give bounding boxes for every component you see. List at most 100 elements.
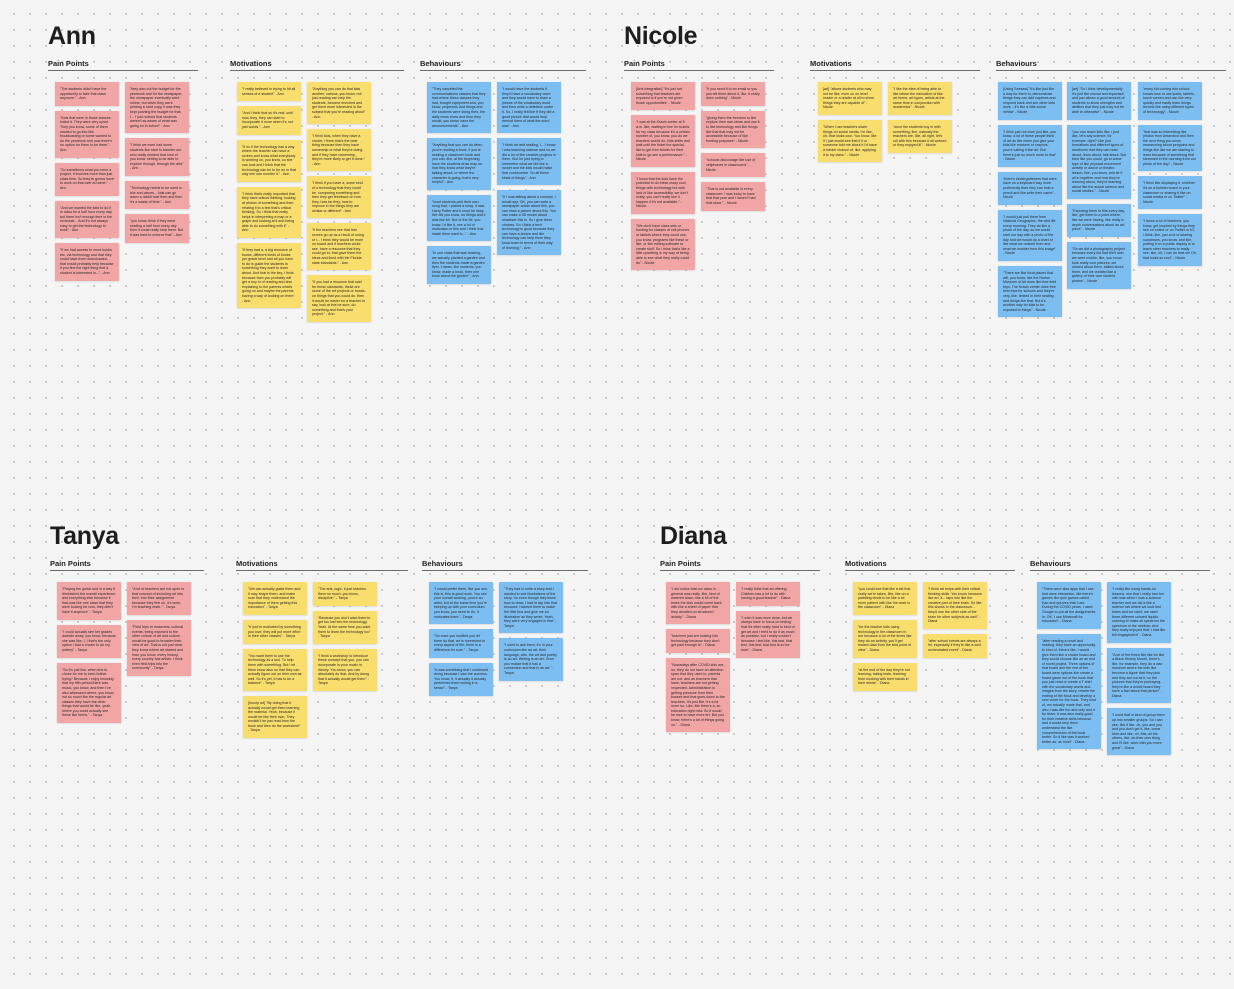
- sticky-note[interactable]: "you could see that like a kid that real…: [853, 582, 917, 615]
- sticky-note[interactable]: "In one class that was reading, we actua…: [427, 246, 491, 284]
- sticky-note[interactable]: "I would have the students if they'd hav…: [497, 82, 561, 134]
- sticky-note[interactable]: "that was so interesting like photos fro…: [1138, 124, 1202, 172]
- sticky-note[interactable]: [Arts Integration] "It's just not someth…: [631, 82, 695, 111]
- sticky-note[interactable]: "So we did a photography project because…: [1067, 241, 1131, 289]
- sticky-note[interactable]: "The arts, logic, it just teaches them s…: [313, 582, 377, 606]
- sticky-note[interactable]: "They had to write a story and I wanted …: [499, 582, 563, 634]
- sticky-note[interactable]: "I would prefer them, like you see, this…: [429, 582, 493, 625]
- sticky-note[interactable]: "there's kindergarteners that were have …: [998, 171, 1062, 205]
- sticky-note[interactable]: "after reading a novel and reading, they…: [1037, 633, 1101, 750]
- sticky-note[interactable]: "You want them to use the technology as …: [243, 648, 307, 691]
- sticky-note[interactable]: "Nowadays after COVID kids are, no, they…: [666, 657, 730, 733]
- sticky-note[interactable]: "I really believed in trying to hit all …: [237, 82, 301, 102]
- sticky-note[interactable]: "There are like local places that will, …: [998, 266, 1062, 318]
- sticky-note[interactable]: "I know a lot of teachers, you know, get…: [1138, 214, 1202, 266]
- note-column: "I really think that art offering Childr…: [736, 582, 800, 658]
- sticky-note[interactable]: "you can teach kids like, I just like, l…: [1067, 124, 1131, 199]
- sticky-note[interactable]: "Anything you can do that kids another, …: [307, 82, 371, 125]
- sticky-note[interactable]: "I could actually see her grades dwindle…: [57, 624, 121, 658]
- sticky-note[interactable]: "If the teachers see that test scores go…: [307, 223, 371, 271]
- sticky-note[interactable]: [Using Seesaw] "It's like just like a wa…: [998, 82, 1062, 120]
- section-divider: [845, 570, 1015, 571]
- section-title: Behaviours: [996, 59, 1037, 68]
- sticky-note[interactable]: "When I use teachers share things on soc…: [818, 119, 882, 163]
- section-divider: [810, 70, 980, 71]
- sticky-note[interactable]: "I like the idea of being able to like i…: [888, 82, 952, 115]
- sticky-note[interactable]: "There were also apps that I use that we…: [1037, 582, 1101, 629]
- sticky-note[interactable]: "at the end of the day they're not learn…: [853, 662, 917, 691]
- section-title: Motivations: [810, 59, 852, 68]
- sticky-note[interactable]: "A lot of teachers are not open to that …: [127, 582, 191, 615]
- sticky-note[interactable]: "The students didn't have the opportunit…: [55, 82, 119, 106]
- note-column: "They had to write a story and I wanted …: [499, 582, 563, 681]
- sticky-note[interactable]: "I would just pull them from National Ge…: [998, 209, 1062, 262]
- sticky-note[interactable]: "after school events are always a hit, e…: [923, 633, 987, 658]
- sticky-note[interactable]: "schools discourage like use of cellphon…: [701, 153, 765, 178]
- sticky-note[interactable]: "We can actually guide them and it may s…: [243, 582, 307, 615]
- sticky-note[interactable]: "I think like displaying it, whether it'…: [1138, 176, 1202, 210]
- sticky-note[interactable]: "So it's just like, when she to chose fo…: [57, 662, 121, 724]
- sticky-note[interactable]: "Anything that you can do when you're re…: [427, 138, 491, 190]
- sticky-note[interactable]: "I was at the Kravis center at 5 a.m. li…: [631, 115, 695, 167]
- sticky-note[interactable]: "they also cut the budget for the yearbo…: [125, 82, 189, 134]
- sticky-note[interactable]: "for the teacher kids using technology i…: [853, 619, 917, 658]
- sticky-note[interactable]: "That is not available in every classroo…: [701, 182, 765, 211]
- sticky-note[interactable]: "If you send it to an email or you just …: [701, 82, 765, 106]
- sticky-note[interactable]: "So once you instilled you let them do t…: [429, 629, 493, 658]
- sticky-note[interactable]: "I think art and reading, I... I know I …: [497, 138, 561, 186]
- sticky-note[interactable]: [art] "So I think developmentally it's j…: [1067, 82, 1131, 120]
- sticky-note[interactable]: "every kid coming into school knows how …: [1138, 82, 1202, 120]
- sticky-note[interactable]: "I think a workshop to introduce these c…: [313, 648, 377, 691]
- sticky-note[interactable]: "If you're motivated by something you lo…: [243, 619, 307, 644]
- section-divider: [624, 70, 774, 71]
- sticky-note[interactable]: "I think that's really important that th…: [237, 186, 301, 239]
- sticky-note[interactable]: "I really think that art offering Childr…: [736, 582, 800, 606]
- sticky-note[interactable]: "I think kids, when they have a choice, …: [307, 129, 371, 172]
- sticky-note[interactable]: "teachers just are looking into technolo…: [666, 629, 730, 653]
- note-column: "I like the idea of being able to like i…: [888, 82, 952, 153]
- sticky-note[interactable]: "Technology needs to be used in bits and…: [125, 180, 189, 210]
- sticky-note[interactable]: "I used that in kind of group them up in…: [1107, 708, 1171, 756]
- sticky-note[interactable]: "Because you don't want them to get too …: [313, 610, 377, 644]
- sticky-note[interactable]: "If I was talking about a concept, I wou…: [497, 190, 561, 256]
- sticky-note[interactable]: "once the students buy in with something…: [888, 119, 952, 153]
- sticky-note[interactable]: [Incorp art] "By doing that it actually …: [243, 695, 307, 739]
- sticky-note[interactable]: "So sometimes what you have a project, i…: [55, 162, 119, 196]
- sticky-note[interactable]: "And I think that so it's real, until no…: [237, 106, 301, 135]
- section-title: Pain Points: [48, 59, 89, 68]
- sticky-note[interactable]: "It was something that I continued doing…: [429, 662, 493, 696]
- sticky-note[interactable]: "And we wanted the kids to do it in clas…: [55, 200, 119, 239]
- section-motivations: Motivations "I really believed in trying …: [230, 59, 404, 489]
- sticky-note[interactable]: "If so if the technology has a way where…: [237, 139, 301, 182]
- sticky-note[interactable]: "giving them the freedom to like explore…: [701, 110, 765, 149]
- sticky-note[interactable]: "If you had a resource that said for the…: [307, 275, 371, 322]
- sticky-note[interactable]: "If they had a, a big resource of books,…: [237, 243, 301, 309]
- section-pain: Pain Points "I did notice that our class …: [660, 559, 820, 989]
- sticky-note[interactable]: "you know, think if they were reading a …: [125, 214, 189, 243]
- sticky-note[interactable]: [art] "allows students who may not be li…: [818, 82, 882, 115]
- sticky-note[interactable]: "I did notice that our class in general …: [666, 582, 730, 625]
- sticky-note[interactable]: "I think if you have a, some kind of a t…: [307, 176, 371, 219]
- sticky-note[interactable]: "Playing the guitar and in a way it dimi…: [57, 582, 121, 620]
- sticky-note[interactable]: "I wish it was more done, but we always …: [736, 610, 800, 658]
- sticky-note[interactable]: "I used to ask them, it's in your curric…: [499, 638, 563, 681]
- sticky-note[interactable]: "I know that the kids have the potential…: [631, 171, 695, 214]
- sticky-note[interactable]: "Exposing them to this every day, like, …: [1067, 203, 1131, 237]
- note-column: [Using Seesaw] "It's like just like a wa…: [998, 82, 1062, 318]
- sticky-note[interactable]: "I really like using hands-on lessons. o…: [1107, 582, 1171, 643]
- sticky-note[interactable]: "I think just not even just like, you kn…: [998, 124, 1062, 167]
- sticky-note[interactable]: "A lot of the times like like for like a…: [1107, 647, 1171, 704]
- sticky-note[interactable]: "I think art helps with their critical t…: [923, 582, 987, 629]
- sticky-note[interactable]: "I think we even had some students like …: [125, 138, 189, 176]
- sticky-note[interactable]: "Field trips to museums, cultural events…: [127, 619, 191, 676]
- note-column: "Anything you can do that kids another, …: [307, 82, 371, 322]
- sticky-note[interactable]: "They canceled the communications classe…: [427, 82, 491, 134]
- section-motivations: Motivations [art] "allows students who ma…: [810, 59, 980, 489]
- sticky-note[interactable]: "most students pick their own song that,…: [427, 194, 491, 242]
- sticky-note[interactable]: "Kids that were in those classes hated i…: [55, 110, 119, 158]
- note-column: [art] "So I think developmentally it's j…: [1067, 82, 1131, 289]
- sticky-note[interactable]: "We don't have class sets or funding for…: [631, 218, 695, 271]
- sticky-note[interactable]: "If we had access to more books etc, via…: [55, 243, 119, 281]
- section-title: Behaviours: [420, 59, 461, 68]
- note-column: "every kid coming into school knows how …: [1138, 82, 1202, 266]
